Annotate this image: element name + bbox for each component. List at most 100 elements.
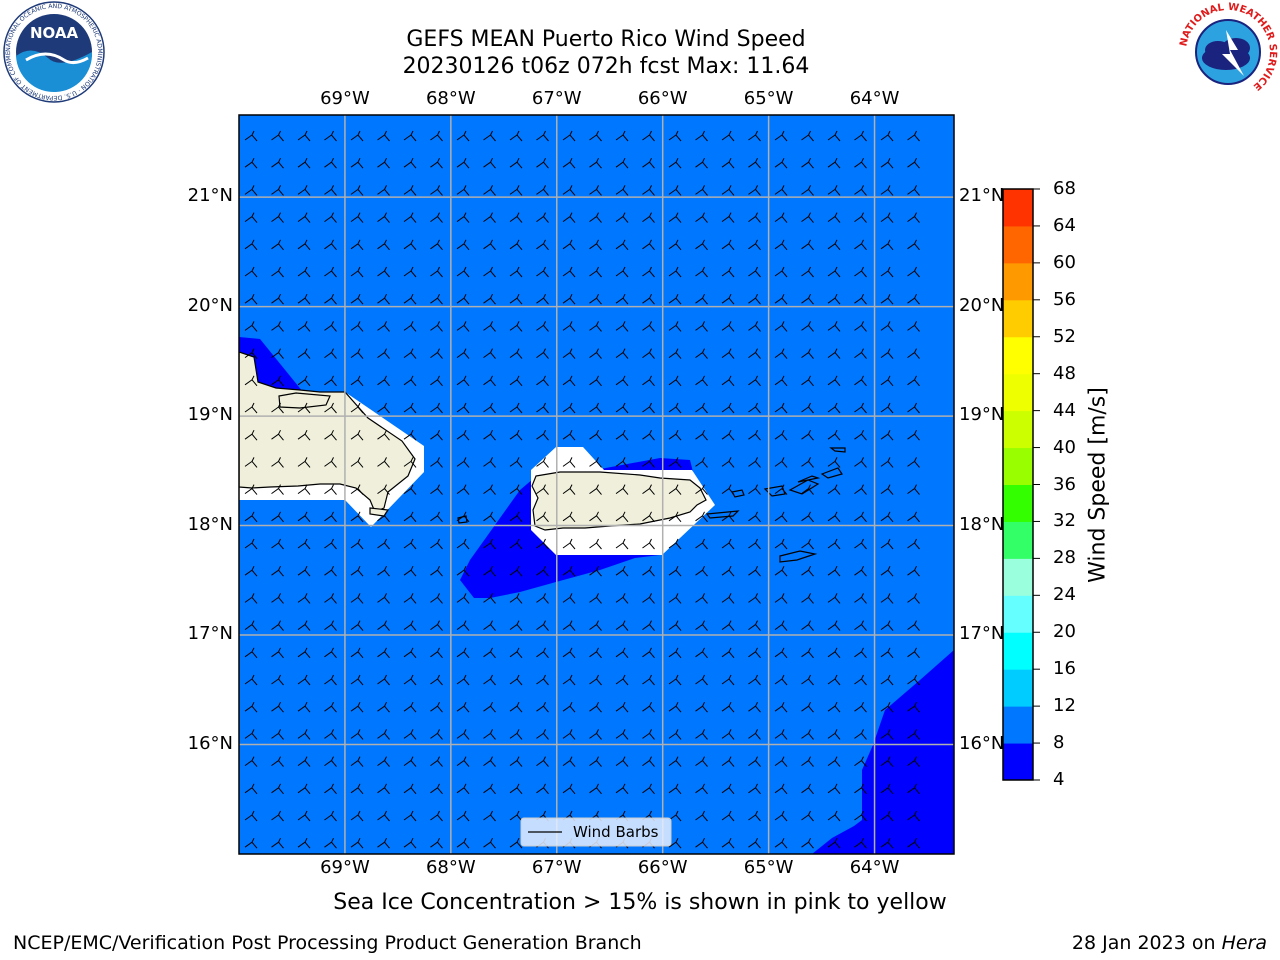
wind-barb <box>430 157 443 169</box>
wind-barb <box>615 783 629 795</box>
wind-barb <box>695 375 708 387</box>
wind-barb <box>297 375 311 387</box>
wind-barb <box>297 429 311 441</box>
wind-barb <box>854 538 867 550</box>
wind-barb <box>483 729 496 740</box>
wind-barb <box>297 565 311 577</box>
wind-barb <box>403 130 417 142</box>
wind-barb <box>880 701 894 713</box>
wind-barb <box>456 837 470 849</box>
wind-barb <box>377 647 390 659</box>
wind-barb <box>244 429 258 441</box>
colorbar-segment <box>1003 262 1033 301</box>
wind-barb <box>509 620 523 631</box>
wind-barb <box>483 185 496 196</box>
wind-barb <box>721 348 735 359</box>
wind-barb <box>642 647 655 659</box>
wind-barb <box>350 457 364 468</box>
wind-barb <box>403 565 417 577</box>
wind-barb <box>271 565 284 577</box>
wind-barb <box>562 266 576 278</box>
wind-barb <box>827 837 841 849</box>
wind-barb <box>668 293 682 305</box>
wind-barb <box>456 701 470 713</box>
wind-barb <box>642 701 655 713</box>
wind-barb <box>271 348 284 359</box>
wind-barb <box>668 701 682 713</box>
wind-barb <box>456 484 470 495</box>
wind-barb <box>297 212 311 223</box>
wind-barb <box>589 647 602 659</box>
wind-barb <box>589 402 602 414</box>
wind-barb <box>456 348 470 359</box>
wind-barb <box>642 185 655 196</box>
wind-barb <box>562 293 576 305</box>
wind-barb <box>271 810 284 822</box>
wind-barb <box>721 375 735 387</box>
wind-barb <box>907 593 920 604</box>
lat-tick-label: 17°N <box>959 623 1005 645</box>
wind-barb <box>801 185 814 196</box>
wind-barb <box>695 620 708 631</box>
wind-barb <box>668 212 682 223</box>
wind-barb <box>668 837 682 849</box>
wind-barb <box>403 538 417 550</box>
wind-barb <box>483 157 496 169</box>
wind-barb <box>880 212 894 223</box>
wind-barb <box>271 321 284 332</box>
colorbar-segment <box>1003 743 1033 781</box>
wind-barb <box>721 756 735 767</box>
wind-barb <box>721 484 735 495</box>
wind-barb <box>827 565 841 577</box>
wind-barb <box>801 484 814 495</box>
wind-barb <box>827 620 841 631</box>
wind-barb <box>801 130 814 142</box>
wind-barb <box>324 837 337 849</box>
wind-barb <box>721 185 735 196</box>
wind-barb <box>801 538 814 550</box>
wind-barb <box>536 484 549 495</box>
colorbar-tick-label: 4 <box>1053 769 1065 790</box>
wind-barb <box>880 538 894 550</box>
wind-barb <box>403 484 417 495</box>
wind-barb <box>244 538 258 550</box>
wind-barb <box>854 402 867 414</box>
wind-barb <box>907 701 920 713</box>
wind-barb <box>430 538 443 550</box>
wind-barb <box>456 266 470 278</box>
wind-barb <box>536 212 549 223</box>
colorbar-segment <box>1003 632 1033 670</box>
wind-barb <box>774 756 788 767</box>
wind-barb <box>403 837 417 849</box>
wind-barb <box>615 484 629 495</box>
lat-tick-label: 17°N <box>187 623 233 645</box>
wind-barb <box>748 511 761 523</box>
wind-barb <box>430 565 443 577</box>
wind-barb <box>774 457 788 468</box>
wind-barb <box>774 484 788 495</box>
wind-barb <box>854 674 867 686</box>
wind-barb <box>509 429 523 441</box>
wind-barb <box>377 457 390 468</box>
colorbar-tick-label: 36 <box>1053 473 1076 495</box>
wind-barb <box>854 375 867 387</box>
wind-barb <box>854 701 867 713</box>
wind-barb <box>350 429 364 441</box>
wind-barb <box>509 157 523 169</box>
wind-barb <box>774 810 788 822</box>
wind-barb <box>589 348 602 359</box>
lon-tick-label: 66°W <box>637 857 688 878</box>
wind-barb <box>483 511 496 523</box>
wind-barb <box>271 157 284 169</box>
wind-barb <box>509 729 523 740</box>
wind-barb <box>589 484 602 495</box>
wind-barb <box>297 239 311 251</box>
wind-barb <box>483 348 496 359</box>
lat-tick-label: 21°N <box>959 185 1005 207</box>
lon-tick-label: 64°W <box>849 88 900 109</box>
wind-barb <box>589 293 602 305</box>
wind-barb <box>509 266 523 278</box>
wind-barb <box>536 620 549 631</box>
wind-barb <box>536 429 549 441</box>
